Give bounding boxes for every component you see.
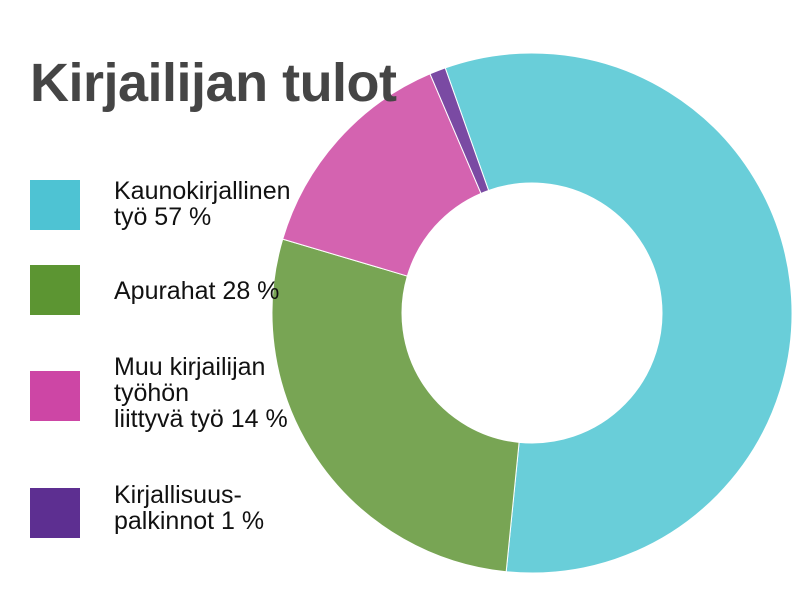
- legend-label-palkinnot: Kirjallisuus- palkinnot 1 %: [114, 481, 265, 535]
- legend-label-muu-tyo: Muu kirjailijan työhön liittyvä työ 14 %: [114, 353, 288, 433]
- legend-swatch-kaunokirjallinen: [30, 180, 80, 230]
- donut-slice-apurahat: [271, 238, 520, 573]
- legend-label-apurahat: Apurahat 28 %: [114, 277, 280, 305]
- legend-swatch-apurahat: [30, 265, 80, 315]
- donut-slice-palkinnot: [429, 67, 490, 195]
- donut-slice-muu-tyo: [282, 73, 482, 277]
- donut-slice-kaunokirjallinen: [444, 52, 793, 574]
- chart-title: Kirjailijan tulot: [30, 53, 397, 113]
- legend-label-kaunokirjallinen: Kaunokirjallinen työ 57 %: [114, 177, 291, 231]
- legend-swatch-palkinnot: [30, 488, 80, 538]
- legend-swatch-muu-tyo: [30, 371, 80, 421]
